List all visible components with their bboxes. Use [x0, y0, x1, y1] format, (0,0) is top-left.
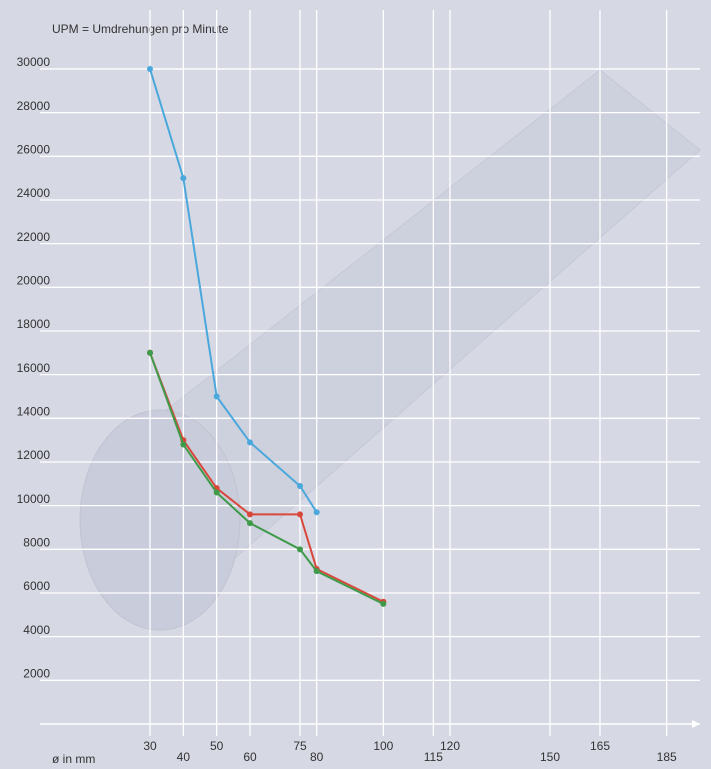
line	[149, 68, 318, 513]
x-tick-label: 50	[210, 739, 224, 753]
y-tick-label: 12000	[17, 448, 51, 462]
x-tick-label: 120	[440, 739, 460, 753]
chart-title: UPM = Umdrehungen pro Minute	[52, 22, 229, 36]
y-tick-label: 18000	[17, 317, 51, 331]
x-tick-label: 40	[177, 750, 191, 764]
data-point	[180, 441, 187, 448]
x-tick-label: 115	[424, 750, 443, 764]
y-tick-label: 20000	[17, 273, 51, 287]
x-tick-label: 150	[540, 750, 560, 764]
y-tick-label: 10000	[17, 492, 51, 506]
data-point	[213, 489, 220, 496]
x-tick-label: 60	[243, 750, 257, 764]
y-tick-label: 22000	[17, 230, 51, 244]
y-tick-label: 16000	[17, 361, 51, 375]
data-point	[313, 509, 320, 516]
y-tick-label: 8000	[23, 535, 50, 549]
x-tick-label: 165	[590, 739, 610, 753]
y-tick-label: 28000	[17, 99, 51, 113]
data-point	[247, 439, 253, 446]
x-tick-label: 100	[373, 739, 393, 753]
data-point	[247, 520, 253, 527]
x-tick-label: 30	[143, 739, 157, 753]
y-tick-label: 26000	[17, 142, 51, 156]
y-tick-label: 14000	[17, 404, 51, 418]
data-point	[297, 546, 303, 553]
data-point	[213, 393, 220, 400]
data-point	[180, 175, 187, 182]
y-tick-label: 6000	[23, 579, 50, 593]
data-point	[380, 600, 387, 607]
y-tick-label: 24000	[17, 186, 51, 200]
x-tick-label: 80	[310, 750, 324, 764]
x-axis-label: ø in mm	[52, 752, 95, 766]
x-tick-label: 185	[657, 750, 677, 764]
data-point	[147, 349, 153, 356]
x-tick-label: 75	[293, 739, 307, 753]
data-point	[297, 511, 303, 518]
x-axis-arrow	[692, 720, 700, 728]
data-point	[313, 568, 320, 575]
y-tick-label: 30000	[17, 55, 51, 69]
data-point	[297, 483, 303, 489]
y-tick-label: 4000	[23, 623, 50, 637]
data-point	[247, 511, 253, 518]
data-point	[147, 65, 153, 72]
y-tick-label: 2000	[23, 667, 50, 681]
